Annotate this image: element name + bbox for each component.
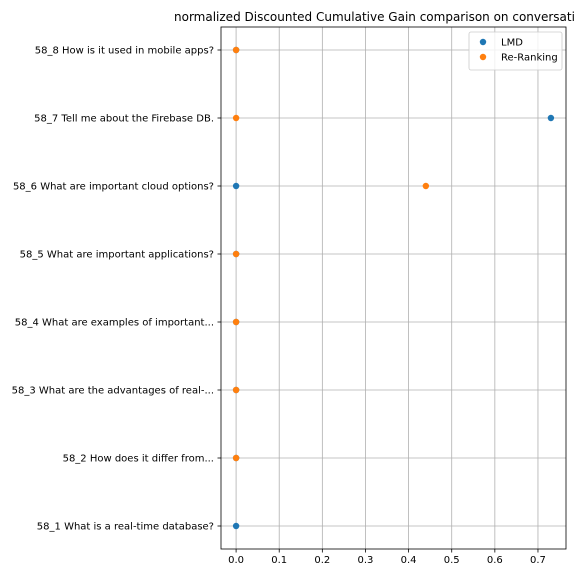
legend-marker: [479, 38, 487, 46]
grid-lines: [221, 27, 566, 549]
point-lmd: [547, 114, 555, 122]
legend-label: LMD: [501, 38, 523, 49]
y-tick-label: 58_8 How is it used in mobile apps?: [35, 46, 214, 57]
chart-title: normalized Discounted Cumulative Gain co…: [174, 10, 575, 24]
point-re-ranking: [232, 46, 240, 54]
point-re-ranking: [232, 318, 240, 326]
x-tick-label: 0.2: [314, 555, 330, 566]
data-points: [232, 46, 555, 530]
point-re-ranking: [232, 454, 240, 462]
point-re-ranking: [232, 114, 240, 122]
legend: LMD Re-Ranking: [468, 31, 563, 71]
y-tick-label: 58_3 What are the advantages of real-...: [12, 386, 214, 397]
y-tick-label: 58_1 What is a real-time database?: [37, 522, 214, 533]
point-lmd: [232, 522, 240, 530]
y-tick-label: 58_4 What are examples of important...: [15, 318, 214, 329]
x-tick-label: 0.4: [401, 555, 417, 566]
point-re-ranking: [232, 386, 240, 394]
x-tick-label: 0.5: [444, 555, 460, 566]
axis-ticks: 0.0 0.1 0.2 0.3 0.4 0.5 0.6 0.7 58_1 What is a r…: [12, 46, 546, 567]
x-tick-label: 0.0: [228, 555, 244, 566]
point-re-ranking: [232, 250, 240, 258]
y-tick-label: 58_7 Tell me about the Firebase DB.: [34, 114, 214, 125]
x-tick-label: 0.1: [271, 555, 287, 566]
y-tick-label: 58_5 What are important applications?: [20, 250, 214, 261]
x-tick-label: 0.7: [530, 555, 546, 566]
plot-frame: [220, 26, 567, 550]
legend-label: Re-Ranking: [501, 53, 558, 64]
x-tick-label: 0.6: [487, 555, 503, 566]
point-re-ranking: [422, 182, 430, 190]
legend-box: [468, 31, 563, 71]
x-tick-label: 0.3: [358, 555, 374, 566]
y-tick-label: 58_2 How does it differ from...: [63, 454, 214, 465]
point-lmd: [232, 182, 240, 190]
y-tick-label: 58_6 What are important cloud options?: [13, 182, 214, 193]
legend-marker: [479, 53, 487, 61]
